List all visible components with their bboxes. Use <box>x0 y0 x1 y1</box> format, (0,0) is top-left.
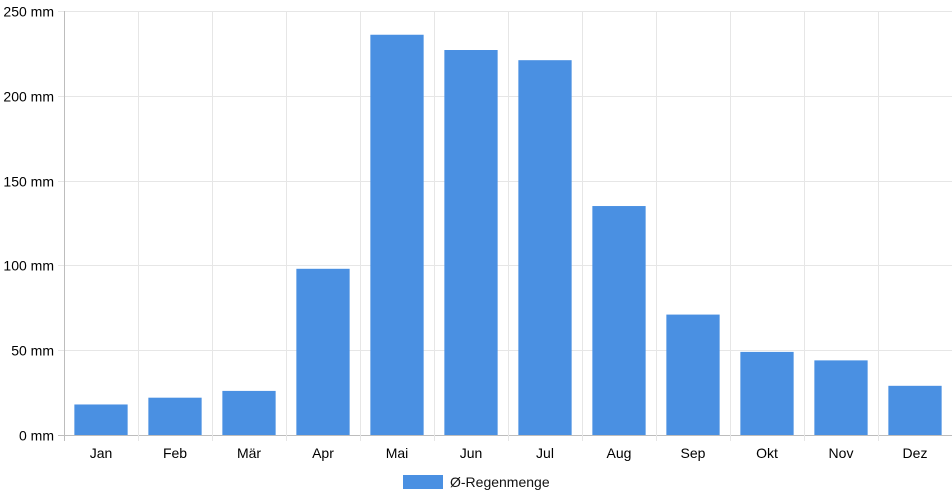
bar-Jan[interactable] <box>74 404 128 435</box>
bar-Mär[interactable] <box>222 390 276 435</box>
y-tick-label: 100 mm <box>3 258 54 274</box>
bar-Mai[interactable] <box>370 34 424 436</box>
bar-Aug[interactable] <box>592 206 646 435</box>
x-tick-label: Mai <box>386 445 409 461</box>
x-tick-label: Jan <box>90 445 113 461</box>
x-axis: Jan Feb Mär Apr Mai Jun Jul Aug Sep Okt Nov Dez <box>90 445 928 461</box>
bar-Feb[interactable] <box>148 397 202 435</box>
legend-label[interactable]: Ø-Regenmenge <box>450 474 550 490</box>
y-tick-label: 150 mm <box>3 174 54 190</box>
bar-Nov[interactable] <box>814 360 868 435</box>
chart-legend[interactable]: Ø-Regenmenge <box>403 474 550 490</box>
bar-series <box>74 34 942 436</box>
bar-Sep[interactable] <box>666 314 720 435</box>
x-tick-label: Okt <box>756 445 778 461</box>
x-tick-label: Jun <box>460 445 483 461</box>
x-tick-label: Feb <box>163 445 187 461</box>
y-tick-label: 250 mm <box>3 4 54 20</box>
x-tick-label: Mär <box>237 445 261 461</box>
x-tick-label: Nov <box>829 445 854 461</box>
x-tick-label: Aug <box>607 445 632 461</box>
bar-Jul[interactable] <box>518 60 572 436</box>
chart-grid <box>58 11 952 441</box>
bar-Apr[interactable] <box>296 268 350 435</box>
x-tick-label: Jul <box>536 445 554 461</box>
y-tick-label: 0 mm <box>19 428 54 444</box>
y-axis: 0 mm 50 mm 100 mm 150 mm 200 mm 250 mm <box>3 4 54 444</box>
bar-Okt[interactable] <box>740 351 794 435</box>
y-tick-label: 200 mm <box>3 89 54 105</box>
x-tick-label: Dez <box>903 445 928 461</box>
legend-swatch[interactable] <box>403 475 443 489</box>
bar-Jun[interactable] <box>444 50 498 436</box>
y-tick-label: 50 mm <box>11 343 54 359</box>
x-tick-label: Apr <box>312 445 334 461</box>
bar-Dez[interactable] <box>888 385 942 435</box>
x-tick-label: Sep <box>681 445 706 461</box>
